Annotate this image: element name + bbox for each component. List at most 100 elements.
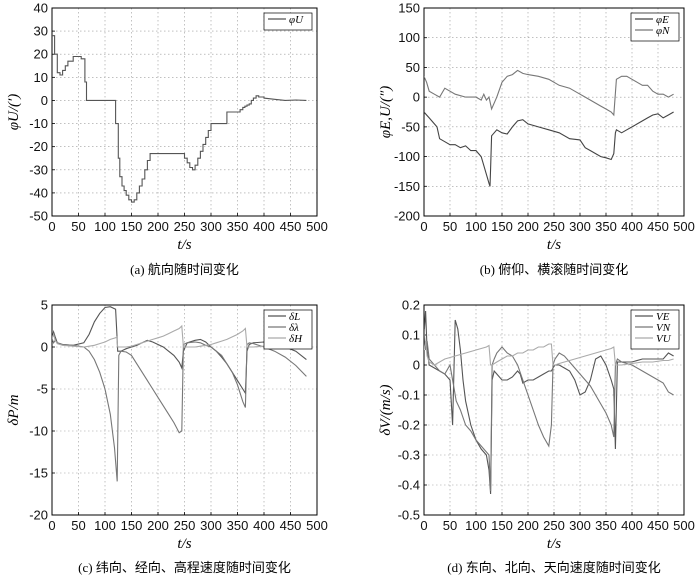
- x-tick-label: 350: [595, 518, 617, 533]
- x-tick-label: 450: [280, 219, 302, 234]
- x-tick-label: 500: [673, 518, 695, 533]
- x-tick-label: 450: [647, 219, 669, 234]
- x-tick-label: 200: [517, 219, 539, 234]
- x-axis-label: t/s: [177, 536, 191, 552]
- series-line-3: [424, 340, 674, 366]
- y-tick-label: 0.1: [402, 328, 420, 343]
- x-tick-label: 250: [543, 518, 565, 533]
- x-tick-label: 0: [420, 219, 427, 234]
- y-tick-label: -10: [29, 116, 48, 131]
- y-tick-label: -15: [29, 466, 48, 481]
- x-tick-label: 300: [569, 518, 591, 533]
- y-tick-label: -0.1: [398, 388, 420, 403]
- x-axis-label: t/s: [547, 536, 561, 552]
- y-axis-label: φE,U/(″): [378, 86, 394, 138]
- x-tick-label: 0: [420, 518, 427, 533]
- legend-label: φU: [289, 14, 304, 26]
- x-tick-label: 50: [443, 518, 457, 533]
- y-tick-label: -0.4: [398, 478, 420, 493]
- x-tick-label: 350: [595, 219, 617, 234]
- x-tick-label: 100: [465, 518, 487, 533]
- x-tick-label: 250: [174, 219, 196, 234]
- y-tick-label: 30: [34, 24, 48, 39]
- y-tick-label: 40: [34, 1, 48, 16]
- series-line-3: [52, 324, 307, 348]
- x-tick-label: 50: [71, 518, 85, 533]
- y-tick-label: 0: [41, 93, 48, 108]
- y-tick-label: 50: [406, 60, 420, 75]
- y-axis-label: δP/m: [6, 394, 22, 425]
- x-tick-label: 200: [147, 219, 169, 234]
- x-tick-label: 400: [253, 219, 275, 234]
- y-tick-label: -0.2: [398, 418, 420, 433]
- y-tick-label: -200: [394, 209, 420, 224]
- x-tick-label: 50: [71, 219, 85, 234]
- legend-box: [263, 12, 313, 31]
- x-tick-label: 500: [306, 219, 328, 234]
- panel-caption: (b) 俯仰、横滚随时间变化: [480, 262, 628, 277]
- x-tick-label: 400: [253, 518, 275, 533]
- y-tick-label: -10: [29, 424, 48, 439]
- x-axis-label: t/s: [177, 237, 191, 253]
- legend-box: [630, 12, 680, 42]
- x-tick-label: 350: [227, 518, 249, 533]
- x-tick-label: 250: [543, 219, 565, 234]
- x-tick-label: 150: [121, 219, 143, 234]
- x-tick-label: 500: [306, 518, 328, 533]
- y-tick-label: 0: [413, 358, 420, 373]
- x-tick-label: 300: [569, 219, 591, 234]
- series-line-1: [424, 111, 674, 187]
- x-tick-label: 100: [94, 219, 116, 234]
- y-tick-label: -30: [29, 162, 48, 177]
- x-tick-label: 450: [647, 518, 669, 533]
- legend-label: φN: [656, 25, 670, 37]
- y-tick-label: -0.5: [398, 508, 420, 523]
- y-tick-label: -40: [29, 185, 48, 200]
- x-tick-label: 400: [621, 219, 643, 234]
- series-line-1: [52, 35, 307, 203]
- x-tick-label: 350: [227, 219, 249, 234]
- panel-caption: (c) 纬向、经向、高程速度随时间变化: [78, 560, 291, 575]
- x-tick-label: 50: [443, 219, 457, 234]
- x-tick-label: 500: [673, 219, 695, 234]
- y-tick-label: -20: [29, 139, 48, 154]
- x-tick-label: 450: [280, 518, 302, 533]
- panel-caption: (a) 航向随时间变化: [130, 262, 239, 277]
- legend-label: φE: [656, 14, 669, 26]
- chart-panel-4: 0 50 100 150 200 250 300 350 400 450 500 -0.5 -0.4 -0…: [378, 298, 695, 576]
- y-tick-label: 100: [398, 30, 420, 45]
- y-tick-label: -5: [36, 382, 48, 397]
- series-line-2: [424, 69, 674, 117]
- x-tick-label: 150: [121, 518, 143, 533]
- y-tick-label: -100: [394, 149, 420, 164]
- y-tick-label: 20: [34, 47, 48, 62]
- legend-label: δL: [289, 311, 300, 323]
- legend-label: δλ: [289, 322, 299, 334]
- chart-panel-2: 0 50 100 150 200 250 300 350 400 450 500-200-150-1…: [378, 1, 695, 278]
- y-tick-label: 5: [41, 298, 48, 313]
- y-tick-label: -50: [29, 209, 48, 224]
- x-tick-label: 100: [94, 518, 116, 533]
- x-tick-label: 0: [48, 518, 55, 533]
- y-tick-label: -20: [29, 508, 48, 523]
- x-tick-label: 150: [491, 518, 513, 533]
- series-line-1: [424, 310, 674, 495]
- x-tick-label: 0: [48, 219, 55, 234]
- x-tick-label: 100: [465, 219, 487, 234]
- x-tick-label: 300: [200, 219, 222, 234]
- series-line-2: [424, 328, 674, 492]
- y-tick-label: 150: [398, 1, 420, 16]
- y-tick-label: -150: [394, 179, 420, 194]
- chart-panel-3: 0 50 100 150 200 250 300 350 400 450 500-20-15-10-…: [6, 298, 328, 576]
- y-tick-label: 0: [41, 340, 48, 355]
- legend-label: VU: [656, 333, 672, 345]
- y-axis-label: δV/(m/s): [378, 384, 394, 435]
- y-axis-label: φU/(′): [6, 94, 22, 131]
- chart-panel-1: 0 50 100 150 200 250 300 350 400 450 500-50-40-30-…: [6, 1, 328, 278]
- x-tick-label: 300: [200, 518, 222, 533]
- panel-caption: (d) 东向、北向、天向速度随时间变化: [447, 560, 660, 575]
- legend-label: VN: [656, 322, 671, 334]
- series-line-2: [52, 338, 307, 482]
- y-tick-label: 0: [413, 90, 420, 105]
